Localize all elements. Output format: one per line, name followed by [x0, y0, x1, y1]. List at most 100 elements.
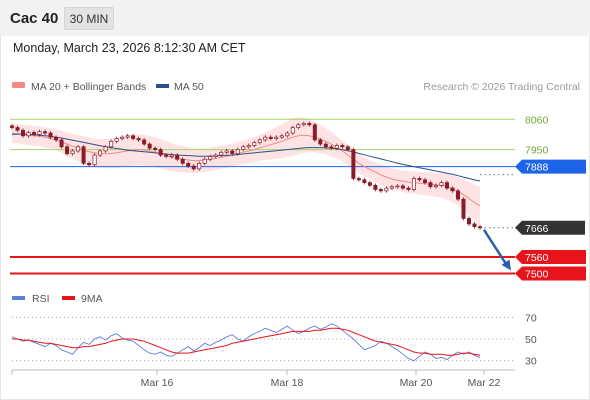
candle — [120, 136, 125, 139]
candle — [290, 127, 295, 134]
ma50-legend-swatch — [156, 84, 169, 88]
candle — [125, 135, 130, 138]
candle — [142, 139, 147, 145]
last-price-tag — [515, 220, 585, 235]
candle — [323, 143, 328, 148]
price-chart: 8060 7950 7888 7666 7560 7500 — [9, 114, 586, 281]
rsi-tick-30: 30 — [525, 356, 537, 368]
candle — [191, 165, 196, 170]
candle — [186, 162, 191, 167]
datetime-label: Monday, March 23, 2026 8:12:30 AM CET — [13, 41, 246, 55]
candle — [351, 149, 356, 179]
last-price-label: 7666 — [525, 223, 549, 235]
candle — [15, 127, 20, 131]
resistance-label-7950: 7950 — [525, 145, 549, 157]
candle — [340, 145, 345, 148]
candle — [136, 138, 141, 141]
candle — [406, 187, 411, 190]
candle — [213, 154, 218, 157]
ma20-legend-swatch — [12, 82, 25, 88]
candle — [417, 178, 422, 181]
candle — [433, 185, 438, 188]
timeframe-button[interactable]: 30 MIN — [64, 7, 114, 30]
support-tag-7560 — [515, 249, 586, 264]
candle — [98, 150, 103, 156]
ma20-legend-label: MA 20 + Bollinger Bands — [31, 81, 146, 93]
candle — [9, 125, 15, 128]
candle — [307, 123, 312, 126]
candle — [21, 129, 26, 137]
candle — [477, 226, 483, 229]
bollinger-band — [12, 117, 480, 225]
candle — [230, 150, 235, 155]
support-label-7560: 7560 — [525, 252, 549, 264]
candle — [87, 162, 92, 166]
candle — [235, 149, 240, 155]
candle — [362, 179, 367, 183]
candle — [32, 132, 37, 135]
candle — [208, 156, 213, 160]
candle — [65, 146, 70, 155]
candle — [422, 179, 427, 183]
candle — [455, 190, 460, 200]
candle — [131, 135, 136, 139]
candle — [175, 154, 180, 160]
pivot-label-7888: 7888 — [525, 162, 549, 174]
ma50-line — [11, 133, 481, 182]
candle — [428, 182, 433, 188]
forecast-arrow-shaft — [482, 229, 509, 267]
ma9-legend-swatch — [62, 296, 75, 300]
candle — [76, 146, 81, 152]
rsi-legend-label: RSI — [32, 293, 50, 305]
candle — [54, 136, 59, 141]
candle — [334, 145, 339, 149]
candle — [318, 139, 323, 145]
candle — [345, 146, 350, 150]
candle — [202, 158, 207, 164]
x-tick-label: Mar 18 — [271, 377, 304, 389]
candle — [312, 124, 317, 141]
candle — [461, 198, 466, 219]
candle — [158, 149, 163, 156]
support-tag-7500 — [515, 266, 586, 281]
candle — [147, 143, 152, 149]
resistance-label-8060: 8060 — [525, 114, 549, 126]
candle — [268, 136, 273, 139]
ma50-legend-label: MA 50 — [174, 81, 204, 93]
candle — [400, 185, 405, 189]
candle — [395, 185, 400, 188]
rsi-ma-line — [12, 327, 481, 356]
candle — [367, 182, 372, 186]
candle — [241, 146, 246, 150]
candle — [219, 151, 224, 156]
candle — [378, 189, 383, 192]
candle — [356, 178, 361, 181]
candle — [197, 162, 202, 170]
candle — [329, 146, 334, 149]
candle — [153, 147, 158, 150]
symbol-title: Cac 40 — [10, 10, 59, 27]
candle — [373, 185, 378, 190]
candle — [48, 132, 53, 138]
candle — [37, 131, 42, 135]
forecast-arrow-head — [501, 259, 511, 271]
x-tick-label: Mar 16 — [141, 377, 174, 389]
candle — [169, 154, 174, 157]
candle — [257, 139, 262, 144]
credit-label: Research © 2026 Trading Central — [423, 81, 580, 93]
candle — [109, 140, 114, 148]
rsi-chart: 70 50 30 — [11, 312, 537, 368]
ma9-legend-label: 9MA — [81, 293, 103, 305]
rsi-line — [11, 323, 481, 362]
candle — [70, 150, 75, 155]
candle — [466, 218, 471, 225]
candle — [263, 136, 268, 141]
candle — [450, 187, 455, 192]
support-label-7500: 7500 — [525, 268, 549, 280]
candle — [26, 132, 31, 137]
candle — [279, 135, 284, 138]
candle — [59, 139, 64, 148]
rsi-legend-swatch — [12, 296, 25, 300]
candle — [43, 131, 48, 134]
